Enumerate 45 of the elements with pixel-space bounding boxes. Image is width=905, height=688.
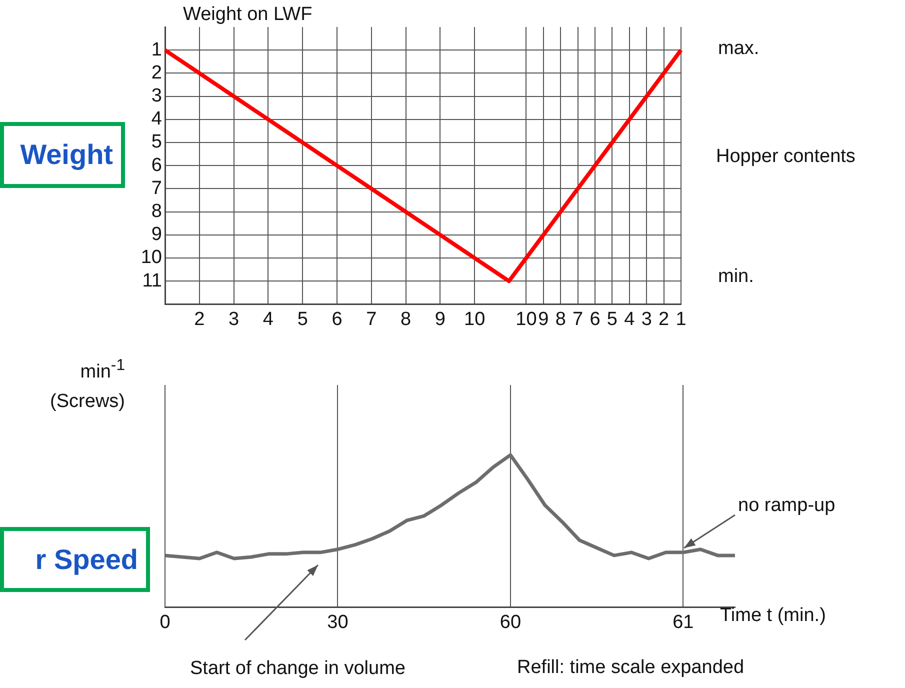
y-tick-label: 11 — [142, 270, 162, 292]
y-axis-title: min$^{-1}$ (Screws) — [49, 356, 125, 414]
x-tick-label: 6 — [590, 308, 600, 330]
text: Start of change in volume — [190, 658, 406, 680]
y-tick-label: 9 — [151, 224, 162, 246]
y-tick-label: 10 — [140, 247, 162, 268]
text: max. — [718, 38, 760, 60]
y-tick-label: 1 — [151, 39, 162, 60]
x-tick-label: 2 — [658, 308, 670, 330]
x-tick-label: 30 — [327, 612, 348, 633]
x-tick-label: 3 — [228, 308, 240, 330]
x-tick-label: 10 — [464, 308, 486, 330]
y2-axis-title: Hopper contents — [716, 146, 856, 168]
y-tick-label: 4 — [151, 108, 162, 130]
x-tick-label: 4 — [624, 308, 636, 330]
y-axis-title: Weight on LWF — [183, 4, 312, 26]
x-tick-label: 2 — [194, 308, 205, 330]
x-tick-label: 6 — [332, 308, 342, 330]
y-tick-label: 8 — [151, 201, 162, 222]
y-tick-label: 2 — [151, 62, 162, 84]
x-tick-label: 1 — [676, 308, 686, 330]
x-tick-label: 0 — [160, 612, 170, 633]
x-tick-label: 61 — [672, 612, 694, 633]
x-tick-label: 4 — [262, 308, 274, 330]
text: Refill: time scale expanded — [517, 657, 744, 679]
x-tick-label: 10 — [516, 308, 537, 330]
x-tick-label: 9 — [538, 308, 549, 330]
x-axis-title: Time t (min.) — [720, 605, 826, 628]
x-tick-label: 9 — [434, 308, 446, 330]
x-tick-label: 8 — [400, 308, 412, 330]
x-tick-label: 3 — [641, 308, 652, 330]
x-tick-label: 5 — [606, 308, 618, 330]
text: no ramp-up — [738, 495, 836, 517]
x-tick-label: 7 — [366, 308, 377, 330]
text: min. — [718, 266, 754, 288]
x-tick-label: 5 — [297, 308, 308, 330]
x-tick-label: 8 — [555, 308, 566, 330]
x-tick-label: 60 — [500, 612, 522, 633]
y-tick-label: 7 — [151, 178, 162, 199]
x-tick-label: 7 — [572, 308, 584, 330]
y-tick-label: 5 — [151, 132, 162, 153]
y-tick-label: 3 — [151, 86, 162, 107]
text: Weight — [0, 122, 125, 188]
text: r Speed — [0, 527, 150, 592]
y-tick-label: 6 — [151, 154, 162, 176]
